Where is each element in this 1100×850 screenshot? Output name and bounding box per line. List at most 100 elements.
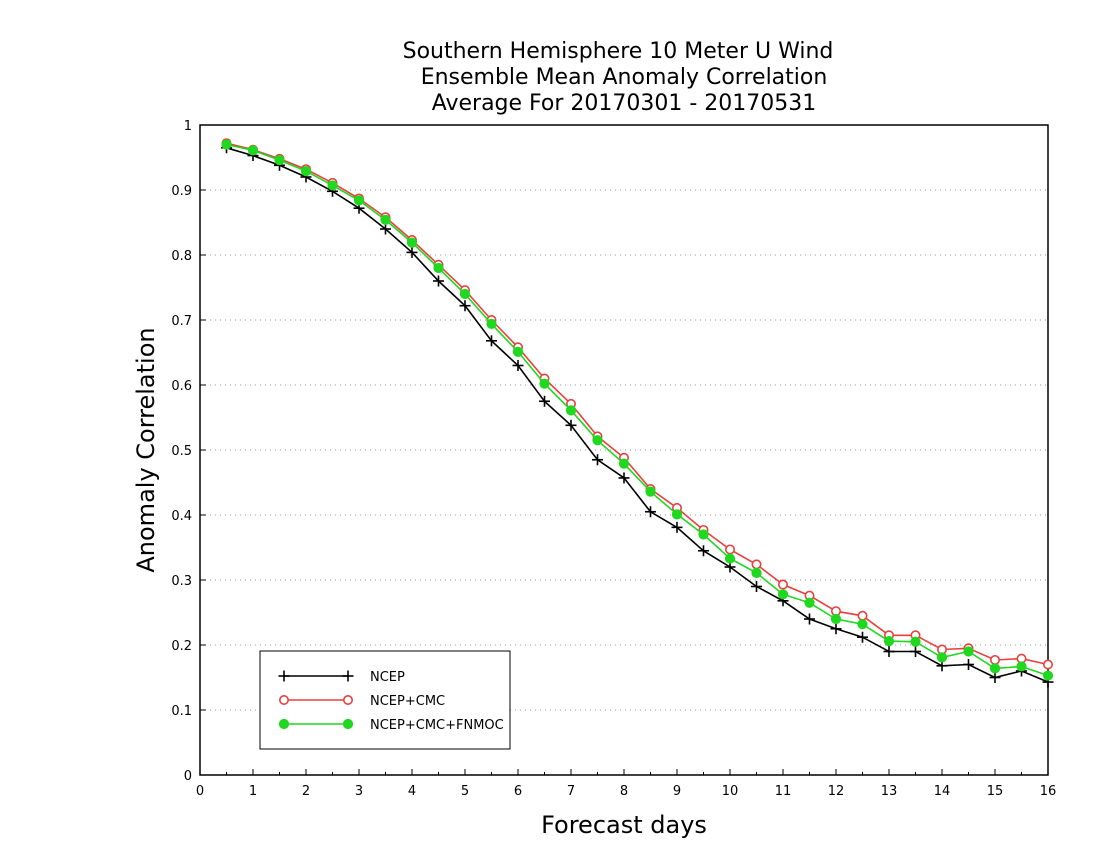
series-2-point-22 [804,597,815,608]
legend: NCEP NCEP+CMC NCEP+CMC+FNMOC [259,650,511,750]
series-2-point-7 [406,237,418,248]
series-0-point-22 [804,613,815,625]
x-tick-label-7: 7 [567,784,575,799]
y-tick-label-4: 0.4 [171,509,192,524]
series-2-point-14 [592,435,603,446]
series-0-point-26 [910,646,921,657]
legend-marker-left-2 [278,718,290,730]
legend-label-2: NCEP+CMC+FNMOC [370,718,504,733]
series-2-point-16 [645,486,656,497]
legend-label-1: NCEP+CMC [370,694,445,709]
series-2-point-13 [565,405,577,416]
legend-marker-left-1 [278,694,289,705]
series-2-point-0 [221,139,232,150]
series-2-point-6 [380,214,391,225]
series-2-point-27 [936,652,948,663]
x-axis-label: Forecast days [541,811,707,839]
series-2-point-30 [1016,661,1027,672]
series-2-point-3 [300,166,312,177]
title-line-3: Average For 20170301 - 20170531 [432,91,817,116]
series-0-point-17 [671,521,683,533]
series-0-point-13 [565,419,577,431]
y-tick-label-9: 0.9 [171,184,192,199]
series-0-point-6 [380,223,391,235]
series-2-point-1 [247,145,259,156]
x-tick-label-8: 8 [620,784,628,799]
series-2-point-26 [910,636,921,647]
series-2-point-9 [459,288,471,300]
series-2-point-28 [963,646,974,657]
series-1-point-19 [724,544,735,555]
title-line-1: Southern Hemisphere 10 Meter U Wind [403,39,834,64]
x-tick-label-16: 16 [1040,784,1057,799]
series-1-point-20 [751,559,762,570]
legend-marker-right-2 [342,718,354,730]
y-tick-label-10: 1 [184,119,192,134]
series-line-2 [226,143,1049,677]
series-2-point-17 [671,509,683,520]
x-tick-label-13: 13 [881,784,898,799]
series-2-point-11 [512,346,524,357]
legend-marker-right-1 [342,694,353,705]
legend-label-0: NCEP [370,670,405,685]
y-tick-label-7: 0.7 [171,314,192,329]
data-series [221,138,1054,688]
series-2-point-19 [724,553,736,564]
series-1-point-31 [1043,659,1054,670]
series-2-point-24 [857,619,868,630]
series-0-point-15 [618,472,630,484]
series-line-0 [226,147,1049,683]
x-tick-label-10: 10 [722,784,739,799]
series-0-point-8 [433,275,444,287]
y-tick-label-3: 0.3 [171,574,192,589]
series-0 [221,142,1054,688]
series-0-point-18 [698,545,709,557]
y-axis-label: Anomaly Correlation [132,327,160,572]
x-tick-label-1: 1 [249,784,257,799]
y-tick-label-1: 0.1 [171,704,192,719]
legend-marker-left-0 [278,670,290,682]
y-tick-label-0: 0 [184,769,192,784]
series-0-point-12 [539,395,550,407]
series-2-point-10 [486,318,497,329]
grid [200,189,1048,711]
series-2-point-20 [751,567,762,578]
series-2-point-31 [1042,670,1054,681]
series-0-point-14 [592,454,603,466]
x-tick-label-6: 6 [514,784,522,799]
series-2-point-8 [433,262,444,274]
series-2-point-5 [353,195,365,206]
series-0-point-16 [645,506,656,518]
series-0-point-25 [883,646,895,657]
chart-title: Southern Hemisphere 10 Meter U Wind Ense… [403,39,834,116]
y-axis-ticks: 0 0.1 0.2 0.3 0.4 0.5 0.6 0.7 0.8 0.9 1 [171,119,206,784]
x-tick-label-12: 12 [828,784,845,799]
series-1-point-24 [857,610,868,621]
series-0-point-10 [486,335,497,347]
series-2-point-12 [539,378,550,389]
series-2-point-29 [989,663,1001,674]
legend-marker-right-0 [342,670,354,682]
series-2-point-2 [274,155,285,166]
x-tick-label-14: 14 [934,784,951,799]
series-2 [221,139,1054,681]
series-2-point-23 [830,613,842,625]
y-tick-label-5: 0.5 [171,444,192,459]
series-1-point-21 [777,579,788,590]
series-0-point-11 [512,360,524,371]
series-0-point-20 [751,581,762,592]
series-2-point-15 [618,458,630,469]
y-tick-label-8: 0.8 [171,249,192,264]
series-line-1 [226,142,1049,666]
x-tick-label-3: 3 [355,784,363,799]
series-0-point-29 [989,672,1001,683]
series-2-point-4 [327,180,338,191]
series-1-point-29 [989,654,1000,665]
x-tick-label-9: 9 [673,784,681,799]
series-0-point-24 [857,631,868,643]
x-tick-label-2: 2 [302,784,310,799]
x-tick-label-0: 0 [196,784,204,799]
x-tick-label-11: 11 [775,784,792,799]
series-2-point-18 [698,529,709,540]
series-2-point-25 [883,636,895,647]
